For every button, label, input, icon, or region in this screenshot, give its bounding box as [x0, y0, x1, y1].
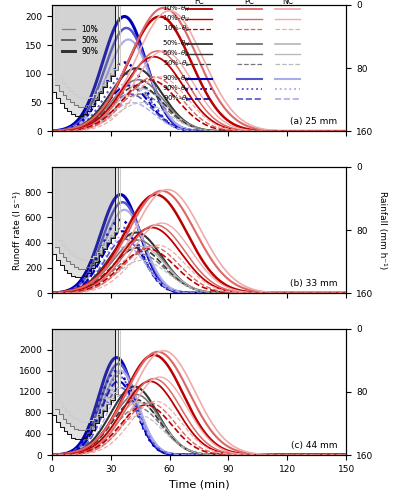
- Text: (b) 33 mm: (b) 33 mm: [290, 279, 338, 288]
- Text: 90%-$\theta_H$: 90%-$\theta_H$: [162, 74, 190, 84]
- Text: 50%-$\theta_U$: 50%-$\theta_U$: [162, 48, 190, 59]
- Text: 90%-$\theta_U$: 90%-$\theta_U$: [162, 84, 190, 94]
- X-axis label: Time (min): Time (min): [169, 480, 229, 490]
- Text: 10%-$\theta_H$: 10%-$\theta_H$: [162, 4, 190, 14]
- Text: (c) 44 mm: (c) 44 mm: [291, 441, 338, 450]
- Text: 50%-$\theta_L$: 50%-$\theta_L$: [163, 58, 190, 69]
- Text: (a) 25 mm: (a) 25 mm: [290, 118, 338, 126]
- Legend: 10%, 50%, 90%: 10%, 50%, 90%: [59, 22, 101, 59]
- Text: 10%-$\theta_L$: 10%-$\theta_L$: [163, 24, 190, 34]
- Text: 90%-$\theta_L$: 90%-$\theta_L$: [163, 94, 190, 104]
- Text: FC: FC: [194, 0, 204, 6]
- Text: NC: NC: [282, 0, 293, 6]
- Y-axis label: Runoff rate (l s⁻¹): Runoff rate (l s⁻¹): [13, 190, 22, 270]
- Y-axis label: Rainfall (mm h⁻¹): Rainfall (mm h⁻¹): [378, 191, 387, 269]
- Text: 10%-$\theta_U$: 10%-$\theta_U$: [162, 14, 190, 24]
- Text: 50%-$\theta_H$: 50%-$\theta_H$: [162, 38, 190, 49]
- Text: PC: PC: [244, 0, 254, 6]
